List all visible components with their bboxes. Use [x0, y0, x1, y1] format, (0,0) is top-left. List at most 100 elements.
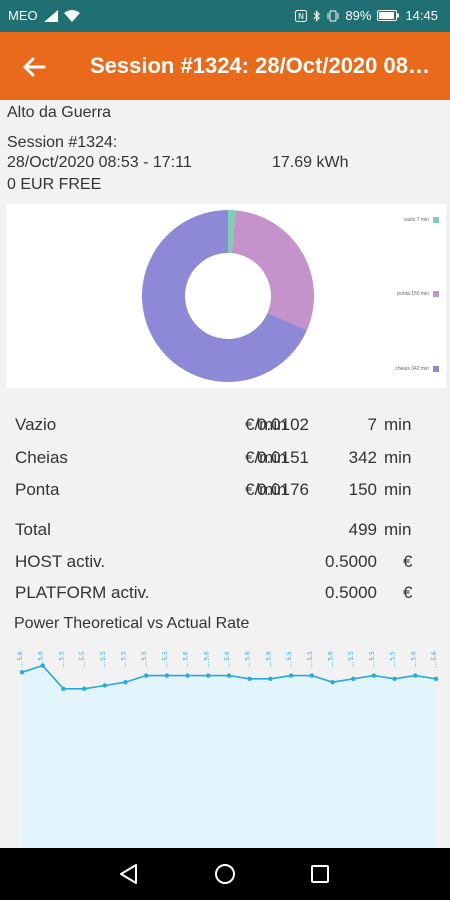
- data-point: [61, 686, 66, 691]
- data-label: 5.5: [162, 651, 169, 661]
- session-energy: 17.69 kWh: [272, 154, 349, 171]
- platform-value: 0.5000: [325, 583, 377, 602]
- rate-row-cheias: Cheias 0.0151 €/min 342 min: [15, 448, 435, 472]
- square-recents-icon[interactable]: [308, 862, 332, 886]
- circle-home-icon[interactable]: [213, 862, 237, 886]
- rate-name: Vazio: [15, 415, 57, 434]
- rate-minutes: 342: [348, 448, 377, 467]
- app-bar: Session #1324: 28/Oct/2020 08:53 - 17:11: [0, 32, 450, 100]
- legend-label-cheias: cheias 342 min: [395, 366, 429, 372]
- clock: 14:45: [405, 8, 438, 23]
- data-label: 5.6: [245, 651, 252, 661]
- data-label: 5.6: [265, 651, 272, 661]
- minutes-unit: min: [384, 448, 412, 467]
- legend-label-vazio: vazio 7 min: [403, 217, 429, 223]
- rate-unit: €/min: [245, 415, 287, 434]
- battery-percent: 89%: [345, 8, 372, 23]
- data-label: 5.6: [224, 651, 231, 661]
- donut-svg: [142, 210, 315, 382]
- session-time-range: 28/Oct/2020 08:53 - 17:11: [7, 154, 192, 171]
- power-line-chart: 5.6 5.6 5.5 5.5 5.5 5.5 5.5 5.5 5.6 5.6 5.6 5.6 5.6 5…: [6, 645, 446, 848]
- data-point: [288, 673, 294, 678]
- arrow-left-icon[interactable]: [18, 51, 50, 83]
- signal-icon: [43, 9, 58, 22]
- data-point: [144, 673, 149, 678]
- total-label: Total: [15, 520, 51, 539]
- tariff-donut-chart: vazio 7 min ponta 150 min cheias 342 min: [6, 204, 446, 388]
- svg-text:N: N: [298, 12, 304, 21]
- total-row: Total 499 min: [15, 520, 435, 544]
- data-label: 5.5: [79, 651, 86, 661]
- data-label: 5.5: [348, 651, 355, 661]
- rate-name: Ponta: [15, 480, 60, 499]
- donut-slice-2: [231, 210, 315, 330]
- power-chart-title: Power Theoretical vs Actual Rate: [14, 615, 250, 632]
- rate-unit: €/min: [245, 448, 287, 467]
- platform-label: PLATFORM activ.: [15, 583, 150, 602]
- area-fill: [22, 665, 436, 848]
- legend-item-cheias: cheias 342 min: [395, 366, 439, 372]
- minutes-unit: min: [384, 415, 412, 434]
- data-point: [226, 673, 232, 678]
- location-name: Alto da Guerra: [7, 104, 112, 121]
- host-label: HOST activ.: [15, 552, 106, 571]
- data-point: [371, 673, 377, 678]
- triangle-back-icon[interactable]: [117, 862, 141, 886]
- host-value: 0.5000: [325, 552, 377, 571]
- data-point: [268, 676, 273, 682]
- platform-activ-row: PLATFORM activ. 0.5000 €: [15, 583, 435, 607]
- bluetooth-icon: [313, 9, 321, 22]
- data-label: 5.5: [286, 651, 293, 661]
- data-label: 5.5: [121, 651, 128, 661]
- legend-swatch-cheias: [433, 366, 439, 372]
- legend-swatch-ponta: [433, 291, 439, 297]
- data-point: [40, 663, 45, 668]
- data-point: [102, 683, 108, 688]
- total-value: 499: [348, 520, 377, 539]
- line-chart-svg: 5.6 5.6 5.5 5.5 5.5 5.5 5.5 5.5 5.6 5.6 5.6 5.6 5.6 5…: [17, 651, 439, 848]
- donut-slice-3: [142, 210, 308, 382]
- data-point: [123, 679, 128, 685]
- total-unit: min: [384, 520, 412, 539]
- data-point: [309, 673, 314, 678]
- host-activ-row: HOST activ. 0.5000 €: [15, 552, 435, 576]
- host-unit: €: [403, 552, 413, 571]
- data-label: 5.6: [328, 651, 335, 661]
- data-point: [19, 670, 25, 675]
- minutes-unit: min: [384, 480, 412, 499]
- data-point: [330, 679, 335, 685]
- data-label: 5.5: [390, 651, 397, 661]
- data-point: [206, 673, 211, 678]
- battery-icon: [377, 10, 400, 21]
- data-point: [392, 676, 397, 682]
- data-point: [413, 673, 418, 678]
- data-label: 5.6: [410, 651, 417, 661]
- carrier-label: MEO: [8, 8, 38, 23]
- status-bar: MEO N 89% 14:45: [0, 0, 450, 32]
- rate-minutes: 7: [367, 415, 377, 434]
- data-label: 5.6: [203, 651, 210, 661]
- rate-value: 0.0151: [257, 448, 309, 467]
- data-label: 5.5: [100, 651, 107, 661]
- legend-item-vazio: vazio 7 min: [404, 217, 439, 223]
- rate-value: 0.0102: [257, 415, 309, 434]
- data-point: [247, 676, 252, 682]
- data-point: [351, 676, 356, 682]
- legend-label-ponta: ponta 150 min: [397, 291, 429, 297]
- rate-unit: €/min: [245, 480, 287, 499]
- data-label: 5.6: [183, 651, 190, 661]
- data-label: 5.6: [17, 651, 24, 661]
- session-cost: 0 EUR FREE: [7, 176, 102, 193]
- data-point: [81, 686, 87, 691]
- rate-row-ponta: Ponta 0.0176 €/min 150 min: [15, 480, 435, 504]
- data-label: 5.5: [141, 651, 148, 661]
- system-nav-bar: [0, 848, 450, 900]
- vibrate-icon: [327, 10, 339, 21]
- data-label: 5.6: [38, 651, 45, 661]
- data-label: 5.5: [307, 651, 314, 661]
- data-label: 5.6: [431, 651, 438, 661]
- data-point: [164, 673, 170, 678]
- page-title: Session #1324: 28/Oct/2020 08:53 - 17:11: [90, 53, 435, 78]
- data-point: [433, 676, 439, 682]
- nfc-icon: N: [295, 9, 308, 22]
